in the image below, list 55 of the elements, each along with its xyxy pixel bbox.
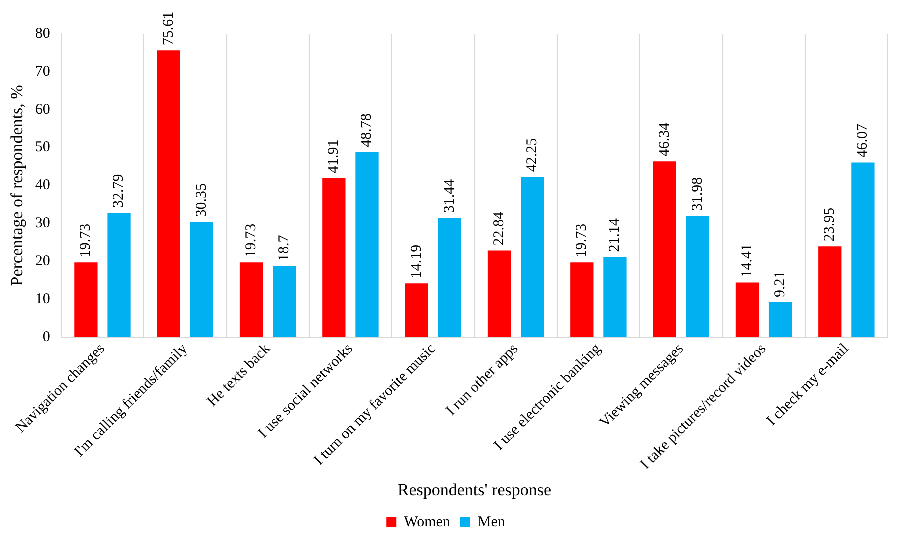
legend-label: Women: [404, 514, 451, 530]
bar: [322, 178, 346, 338]
data-label: 22.84: [491, 212, 508, 246]
data-label: 19.73: [243, 224, 260, 258]
data-label: 31.98: [690, 177, 706, 212]
bar: [157, 50, 180, 338]
bar: [438, 218, 462, 338]
bar: [852, 162, 875, 338]
data-label: 9.21: [772, 271, 788, 298]
data-label: 14.41: [739, 244, 756, 278]
bar: [240, 262, 264, 338]
y-tick-label: 80: [35, 26, 50, 42]
bar: [488, 250, 512, 338]
data-label: 32.79: [111, 174, 128, 208]
data-label: 23.95: [822, 208, 838, 242]
x-tick-label: He texts back: [204, 340, 274, 410]
bar: [818, 246, 842, 338]
y-axis-title: Percentage of respondents, %: [8, 85, 27, 286]
bar: [356, 152, 379, 338]
y-tick-label: 70: [35, 64, 50, 80]
bar: [653, 162, 676, 338]
bar: [570, 262, 594, 338]
data-label: 41.91: [326, 140, 342, 174]
x-axis-title: Respondents' response: [398, 480, 552, 500]
bar: [108, 213, 131, 338]
data-label: 21.14: [607, 218, 624, 252]
data-label: 42.25: [524, 138, 540, 172]
data-label: 18.7: [276, 234, 293, 262]
bar: [736, 282, 760, 338]
data-label: 75.61: [160, 12, 177, 46]
y-tick-label: 10: [35, 291, 50, 308]
data-label: 14.19: [408, 244, 425, 279]
data-label: 30.35: [194, 184, 210, 218]
data-label: 19.73: [78, 224, 94, 258]
y-tick-label: 50: [35, 140, 50, 156]
y-tick-label: 20: [35, 254, 50, 270]
data-label: 46.34: [656, 122, 673, 157]
bar: [520, 177, 544, 338]
bar: [190, 222, 214, 338]
bar: [768, 302, 792, 338]
data-label: 46.07: [855, 123, 872, 158]
bar: [405, 284, 428, 338]
bar: [74, 262, 98, 338]
y-tick-label: 30: [35, 216, 50, 232]
data-label: 31.44: [442, 178, 458, 214]
data-label: 19.73: [574, 224, 590, 258]
y-tick-label: 60: [35, 102, 50, 118]
bar: [273, 266, 296, 338]
y-tick-label: 40: [35, 178, 50, 194]
y-tick-label: 0: [42, 329, 50, 346]
legend-label: Men: [478, 514, 506, 530]
x-tick-label: I run other apps: [443, 340, 522, 420]
bar: [686, 216, 710, 338]
bar: [604, 257, 627, 338]
data-label: 48.78: [359, 114, 376, 148]
